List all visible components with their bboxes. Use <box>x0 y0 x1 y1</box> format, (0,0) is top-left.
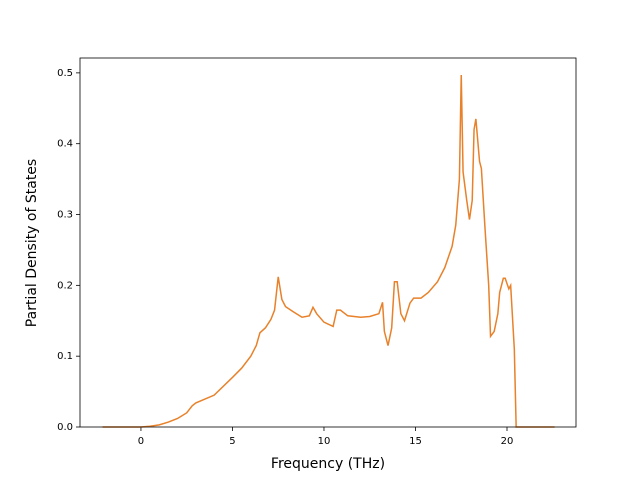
x-tick-label: 15 <box>409 436 422 447</box>
y-axis-label: Partial Density of States <box>24 159 40 327</box>
x-tick-label: 10 <box>318 436 331 447</box>
x-tick-label: 0 <box>138 436 144 447</box>
y-tick-label: 0.2 <box>57 280 73 291</box>
x-tick-label: 20 <box>501 436 514 447</box>
x-tick-label: 5 <box>229 436 235 447</box>
x-axis-label: Frequency (THz) <box>271 456 385 472</box>
y-tick-label: 0.0 <box>57 422 73 433</box>
plot-frame <box>79 57 577 428</box>
y-tick-label: 0.3 <box>57 210 73 221</box>
data-line <box>102 74 555 428</box>
y-tick-label: 0.1 <box>57 351 73 362</box>
y-tick-label: 0.4 <box>57 139 73 150</box>
y-tick-label: 0.5 <box>57 68 73 79</box>
